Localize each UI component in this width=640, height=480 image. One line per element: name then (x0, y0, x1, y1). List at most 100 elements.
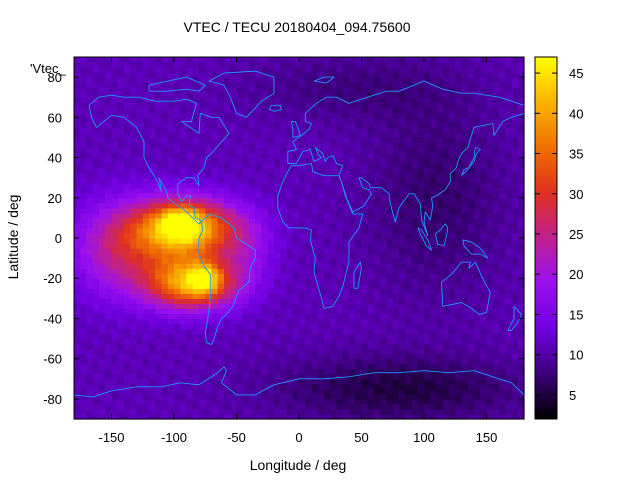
heatmap-cell (505, 383, 513, 390)
heatmap-cell (386, 72, 394, 78)
heatmap-cell (449, 388, 456, 395)
heatmap-cell (111, 358, 119, 365)
heatmap-cell (467, 197, 475, 204)
heatmap-cell (217, 202, 225, 209)
heatmap-cell (167, 393, 175, 400)
heatmap-cell (336, 137, 344, 144)
heatmap-cell (455, 182, 463, 189)
heatmap-cell (349, 393, 356, 400)
heatmap-cell (374, 72, 381, 78)
heatmap-cell (317, 72, 325, 78)
heatmap-cell (117, 338, 125, 345)
heatmap-cell (105, 408, 113, 415)
heatmap-cell (417, 92, 425, 98)
heatmap-cell (367, 187, 375, 194)
heatmap-cell (92, 323, 100, 330)
heatmap-cell (386, 87, 394, 93)
heatmap-cell (424, 298, 431, 304)
heatmap-cell (167, 97, 175, 103)
heatmap-cell (99, 288, 106, 294)
heatmap-cell (486, 308, 494, 315)
heatmap-cell (80, 92, 88, 98)
heatmap-cell (117, 192, 125, 199)
heatmap-cell (299, 182, 306, 189)
heatmap-cell (217, 142, 225, 149)
heatmap-cell (342, 393, 350, 400)
heatmap-cell (280, 57, 288, 63)
heatmap-cell (274, 373, 281, 380)
heatmap-cell (455, 67, 463, 73)
heatmap-cell (136, 408, 144, 415)
heatmap-cell (230, 398, 238, 405)
heatmap-cell (392, 187, 400, 194)
heatmap-cell (361, 182, 369, 189)
heatmap-cell (92, 177, 100, 184)
heatmap-cell (211, 388, 219, 395)
heatmap-cell (80, 363, 88, 370)
heatmap-cell (80, 373, 88, 380)
heatmap-cell (161, 107, 169, 113)
heatmap-cell (267, 162, 275, 169)
heatmap-cell (255, 243, 263, 249)
heatmap-cell (149, 87, 156, 93)
heatmap-cell (105, 217, 113, 224)
heatmap-cell (136, 393, 144, 400)
heatmap-cell (424, 373, 431, 380)
heatmap-cell (442, 162, 450, 169)
heatmap-cell (492, 232, 500, 239)
heatmap-cell (274, 227, 281, 234)
heatmap-cell (480, 167, 488, 174)
heatmap-cell (236, 192, 244, 199)
heatmap-cell (436, 207, 444, 214)
heatmap-cell (380, 127, 388, 134)
heatmap-cell (317, 207, 325, 214)
heatmap-cell (105, 398, 113, 405)
heatmap-cell (486, 358, 494, 365)
heatmap-cell (436, 72, 444, 78)
heatmap-cell (311, 348, 319, 355)
heatmap-cell (261, 87, 269, 93)
heatmap-cell (399, 97, 406, 103)
heatmap-cell (480, 117, 488, 123)
heatmap-cell (336, 303, 344, 309)
heatmap-cell (267, 207, 275, 214)
heatmap-cell (86, 308, 94, 315)
heatmap-cell (111, 117, 119, 123)
heatmap-cell (124, 177, 131, 184)
heatmap-cell (461, 97, 469, 103)
heatmap-cell (324, 238, 331, 244)
heatmap-cell (186, 92, 194, 98)
heatmap-cell (330, 263, 338, 269)
heatmap-cell (130, 373, 138, 380)
heatmap-cell (399, 243, 406, 249)
heatmap-cell (367, 408, 375, 415)
heatmap-cell (130, 408, 138, 415)
heatmap-cell (286, 388, 294, 395)
heatmap-cell (449, 132, 456, 139)
heatmap-cell (449, 157, 456, 164)
heatmap-cell (199, 142, 206, 149)
heatmap-cell (130, 363, 138, 370)
heatmap-cell (499, 167, 506, 174)
heatmap-cell (430, 383, 438, 390)
heatmap-cell (499, 182, 506, 189)
heatmap-cell (111, 132, 119, 139)
heatmap-cell (330, 132, 338, 139)
heatmap-cell (199, 358, 206, 365)
heatmap-cell (430, 142, 438, 149)
heatmap-cell (186, 243, 194, 249)
heatmap-cell (361, 62, 369, 68)
heatmap-cell (355, 263, 363, 269)
heatmap-cell (174, 77, 181, 83)
heatmap-cell (249, 313, 256, 320)
heatmap-cell (411, 378, 419, 385)
heatmap-cell (392, 177, 400, 184)
heatmap-cell (311, 298, 319, 304)
heatmap-cell (280, 288, 288, 294)
heatmap-cell (442, 207, 450, 214)
heatmap-cell (411, 182, 419, 189)
heatmap-cell (399, 122, 406, 128)
heatmap-cell (261, 227, 269, 234)
heatmap-cell (405, 232, 413, 239)
heatmap-cell (242, 238, 250, 244)
